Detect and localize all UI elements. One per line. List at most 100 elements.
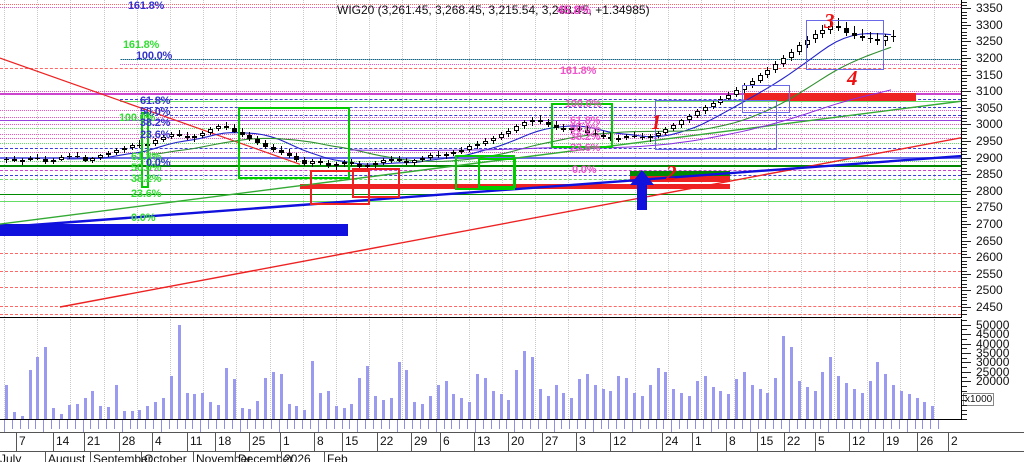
drawing-box[interactable] [655, 100, 777, 150]
date-tick [381, 420, 382, 429]
drawing-box[interactable] [310, 170, 370, 205]
candle-down [561, 127, 566, 131]
drawing-box[interactable] [352, 168, 400, 198]
price-axis-label: 3000 [976, 117, 1003, 132]
drawing-box[interactable] [551, 103, 613, 148]
candle-down [404, 160, 409, 163]
date-separator [849, 432, 850, 451]
candle-wick [854, 26, 855, 39]
volume-bar [594, 385, 597, 419]
volume-bar [264, 377, 267, 419]
volume-bar [460, 398, 463, 419]
date-tick [216, 420, 217, 429]
volume-bar [570, 398, 573, 419]
price-minor-tick [962, 234, 967, 236]
date-tick [506, 420, 507, 429]
date-tick [569, 420, 570, 429]
candle-down [844, 28, 849, 33]
grid-line [502, 319, 503, 419]
study-line [0, 253, 961, 255]
date-day-label: 12 [852, 434, 866, 448]
price-tick [962, 91, 971, 93]
date-tick [585, 420, 586, 429]
price-minor-tick [962, 310, 967, 312]
volume-bar [60, 414, 63, 419]
volume-bar [476, 373, 479, 419]
date-tick [28, 420, 29, 429]
date-tick [514, 420, 515, 432]
date-separator [377, 432, 378, 451]
candle-up [711, 102, 716, 107]
price-axis-label: 2900 [976, 150, 1003, 165]
fib-level-label: 61.8% [131, 151, 162, 163]
date-tick [679, 420, 680, 429]
candle-up [671, 125, 676, 130]
volume-bar [29, 369, 32, 419]
volume-bar [586, 373, 589, 419]
price-chart-pane[interactable]: 161.8% 161.8% 100.0% 61.8% 50.0% 100.0% 38.2% 2… [0, 0, 962, 318]
price-minor-tick [962, 114, 967, 116]
date-separator [917, 432, 918, 451]
price-minor-tick [962, 101, 967, 103]
price-axis-label: 3150 [976, 67, 1003, 82]
candle-wick [603, 131, 604, 140]
volume-bar [445, 381, 448, 419]
volume-chart-pane[interactable] [0, 319, 962, 420]
price-minor-tick [962, 303, 967, 305]
date-tick [530, 420, 531, 429]
drawing-box[interactable] [742, 85, 790, 113]
candle-up [483, 141, 488, 144]
price-axis[interactable]: 2450 2500 2550 2600 2650 2700 2750 2800 2850 2900… [962, 0, 1024, 318]
candle-up [616, 137, 621, 140]
drawing-box[interactable] [141, 112, 149, 188]
candle-up [726, 94, 731, 99]
grid-line [70, 319, 72, 419]
date-tick [389, 420, 390, 429]
volume-bar [374, 396, 377, 419]
price-minor-tick [962, 54, 967, 56]
date-day-label: 22 [787, 434, 801, 448]
study-line [0, 306, 961, 308]
date-tick [765, 420, 766, 429]
fib-level-label: 161.8% [123, 39, 160, 51]
date-tick [192, 420, 193, 429]
volume-bar [908, 394, 911, 419]
study-line [0, 270, 961, 272]
grid-line [867, 319, 869, 419]
price-minor-tick [962, 300, 967, 302]
drawing-box[interactable] [478, 158, 516, 188]
volume-minor-tick [962, 404, 967, 406]
candle-wick [862, 28, 863, 42]
candle-up [28, 157, 33, 160]
date-month-label: November [196, 452, 252, 462]
drawing-box[interactable] [238, 107, 350, 179]
drawing-box[interactable] [806, 20, 884, 70]
volume-axis[interactable]: x1000 20000 25000 30000 35000 40000 45000 5000… [962, 319, 1024, 420]
volume-bar [555, 385, 558, 419]
volume-axis-label: 40000 [976, 336, 1010, 351]
price-tick [962, 307, 971, 309]
price-tick [962, 157, 971, 159]
candle-up [192, 136, 197, 139]
date-tick [734, 420, 735, 429]
price-minor-tick [962, 247, 967, 249]
volume-bar [923, 402, 926, 419]
date-axis[interactable]: 7 14 21 28 4 11 18 25 1 8 15 22 29 6 13 20 27 3 12 24 1 8 15 22… [0, 420, 1024, 462]
candle-down [83, 157, 88, 161]
candle-up [703, 106, 708, 112]
candle-down [860, 35, 865, 38]
volume-minor-tick [962, 400, 967, 402]
axis-rule [0, 432, 1024, 433]
volume-bar [131, 410, 134, 419]
price-minor-tick [962, 84, 967, 86]
grid-line [701, 319, 703, 419]
candle-down [349, 162, 354, 165]
candle-down [185, 135, 190, 139]
volume-bar [727, 394, 730, 419]
date-tick [451, 420, 452, 429]
volume-minor-tick [962, 395, 967, 397]
volume-bar [115, 385, 118, 419]
candle-up [67, 155, 72, 157]
price-minor-tick [962, 38, 967, 40]
candle-up [797, 44, 802, 53]
